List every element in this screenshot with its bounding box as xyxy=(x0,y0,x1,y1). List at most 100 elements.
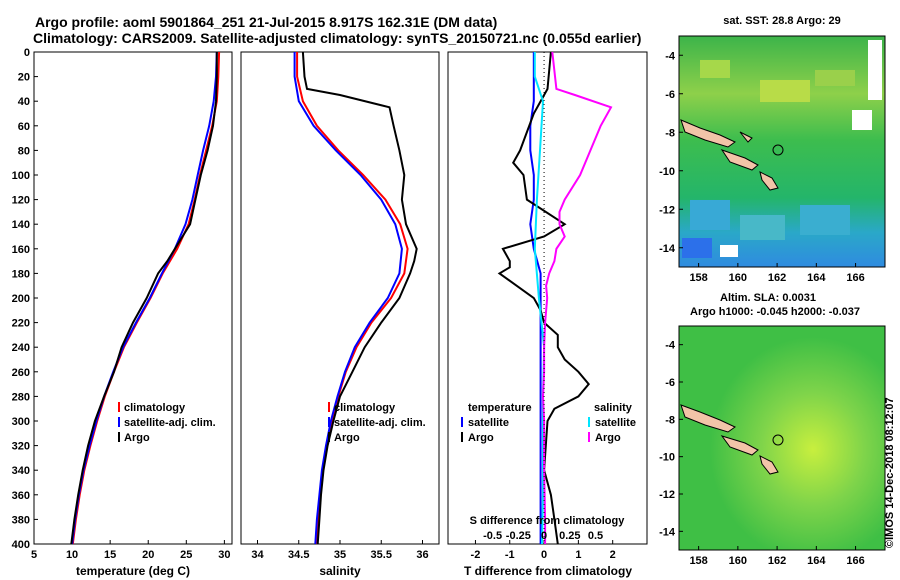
map-x-label: 162 xyxy=(768,272,786,284)
legend-s-satellite: satellite xyxy=(595,417,636,429)
map-x-label: 158 xyxy=(689,272,707,284)
map-y-label: -12 xyxy=(659,204,675,216)
map-y-label: -8 xyxy=(665,127,675,139)
salinity-legend: climatology satellite-adj. clim. Argo xyxy=(328,402,426,444)
salinity-xlabel: salinity xyxy=(319,564,361,578)
legend-salinity-title: salinity xyxy=(594,402,633,414)
legend-t-argo: Argo xyxy=(468,432,494,444)
sst-patch xyxy=(682,238,712,258)
sst-cloud xyxy=(868,40,882,100)
legend-satellite: satellite-adj. clim. xyxy=(334,417,426,429)
x-tick-label: 15 xyxy=(104,549,116,561)
difference-axes-frame xyxy=(447,51,648,545)
x-tick-label: 0 xyxy=(541,549,547,561)
depth-tick-label: 360 xyxy=(12,490,30,502)
sst-islands xyxy=(680,119,779,191)
sla-map-ticks: 158 160 162 164 166 -4 -6 -8 -10 -12 -14 xyxy=(659,340,865,567)
series-line-temperature-satellite xyxy=(529,52,542,544)
map-y-label: -14 xyxy=(659,526,676,538)
island xyxy=(759,455,779,475)
argo-location-marker xyxy=(772,144,784,156)
x-tick-label: 35.5 xyxy=(371,549,392,561)
x-tick-label: 34.5 xyxy=(288,549,309,561)
sst-cloud xyxy=(720,245,738,257)
sst-map-title: sat. SST: 28.8 Argo: 29 xyxy=(723,15,841,27)
sst-speckles xyxy=(682,40,882,258)
depth-ticks: 0 20 40 60 80 100 120 140 160 180 200 220 240 260 280 3… xyxy=(12,47,38,551)
map-y-label: -10 xyxy=(659,452,675,464)
salinity-diff-ticks: -0.5 -0.25 0 0.25 0.5 xyxy=(483,530,603,542)
sla-islands xyxy=(680,404,779,475)
salinity-x-ticks: 34 34.5 35 35.5 36 xyxy=(251,540,429,561)
header-line2: Climatology: CARS2009. Satellite-adjuste… xyxy=(33,30,641,46)
depth-tick-label: 280 xyxy=(12,391,30,403)
salinity-panel: 34 34.5 35 35.5 36 salinity climatology sate… xyxy=(240,51,440,578)
legend-t-satellite: satellite xyxy=(468,417,509,429)
depth-tick-label: 60 xyxy=(18,121,30,133)
series-line-argo xyxy=(70,52,218,545)
legend-argo: Argo xyxy=(334,432,360,444)
argo-location-marker xyxy=(772,434,784,446)
sst-map-panel: sat. SST: 28.8 Argo: 29 158 160 162 164 166 -… xyxy=(659,15,886,284)
island xyxy=(759,171,779,191)
salinity-axes-frame xyxy=(240,51,440,545)
difference-x-ticks: -2 -1 0 1 2 xyxy=(471,540,616,561)
map-y-label: -6 xyxy=(665,89,675,101)
map-y-label: -6 xyxy=(665,377,675,389)
header-line1: Argo profile: aoml 5901864_251 21-Jul-20… xyxy=(35,14,497,30)
x-tick-label: 30 xyxy=(218,549,230,561)
depth-tick-label: 380 xyxy=(12,514,30,526)
sla-map-panel: Altim. SLA: 0.0031 Argo h1000: -0.045 h2… xyxy=(659,292,886,567)
x2-tick-label: 0 xyxy=(541,530,547,542)
x-tick-label: 1 xyxy=(575,549,581,561)
map-y-label: -4 xyxy=(665,50,676,62)
difference-xlabel: T difference from climatology xyxy=(464,564,632,578)
x2-tick-label: -0.5 xyxy=(483,530,502,542)
legend-climatology: climatology xyxy=(334,402,396,414)
temperature-legend: climatology satellite-adj. clim. Argo xyxy=(118,402,216,444)
depth-tick-label: 180 xyxy=(12,268,30,280)
map-y-label: -8 xyxy=(665,414,675,426)
depth-tick-label: 400 xyxy=(12,539,30,551)
map-y-label: -4 xyxy=(665,340,676,352)
temperature-xlabel: temperature (deg C) xyxy=(76,564,190,578)
legend-s-argo: Argo xyxy=(595,432,621,444)
legend-argo: Argo xyxy=(124,432,150,444)
watermark: ©IMOS 14-Dec-2018 08:12:07 xyxy=(884,397,896,548)
depth-tick-label: 240 xyxy=(12,342,30,354)
island xyxy=(680,119,736,148)
difference-legend: temperature satellite Argo salinity sate… xyxy=(461,402,636,444)
x-tick-label: 34 xyxy=(251,549,264,561)
map-x-label: 166 xyxy=(846,272,864,284)
x-tick-label: -1 xyxy=(505,549,515,561)
depth-tick-label: 80 xyxy=(18,145,30,157)
sst-cloud xyxy=(852,110,872,130)
map-y-label: -14 xyxy=(659,243,676,255)
depth-tick-label: 0 xyxy=(24,47,30,59)
sst-patch xyxy=(815,70,855,86)
depth-tick-label: 260 xyxy=(12,367,30,379)
temperature-panel: 0 20 40 60 80 100 120 140 160 180 200 220 240 260 280 3… xyxy=(12,47,233,578)
temperature-x-ticks: 5 10 15 20 25 30 xyxy=(31,540,231,561)
x-tick-label: 25 xyxy=(180,549,192,561)
x-tick-label: 20 xyxy=(142,549,154,561)
series-line-temperature-argo xyxy=(497,51,591,545)
depth-tick-label: 320 xyxy=(12,441,30,453)
salinity-lines xyxy=(293,51,418,545)
island xyxy=(739,131,753,143)
x-tick-label: 35 xyxy=(334,549,346,561)
series-line-argo xyxy=(301,51,418,545)
difference-lines xyxy=(497,51,613,545)
map-y-label: -10 xyxy=(659,166,675,178)
depth-tick-label: 120 xyxy=(12,195,30,207)
island xyxy=(680,404,736,433)
legend-climatology: climatology xyxy=(124,402,186,414)
depth-tick-label: 160 xyxy=(12,244,30,256)
x2-tick-label: 0.5 xyxy=(588,530,603,542)
island xyxy=(720,435,759,456)
depth-tick-label: 100 xyxy=(12,170,30,182)
depth-tick-label: 20 xyxy=(18,72,30,84)
depth-tick-label: 200 xyxy=(12,293,30,305)
series-line-salinity-satellite xyxy=(533,52,546,545)
